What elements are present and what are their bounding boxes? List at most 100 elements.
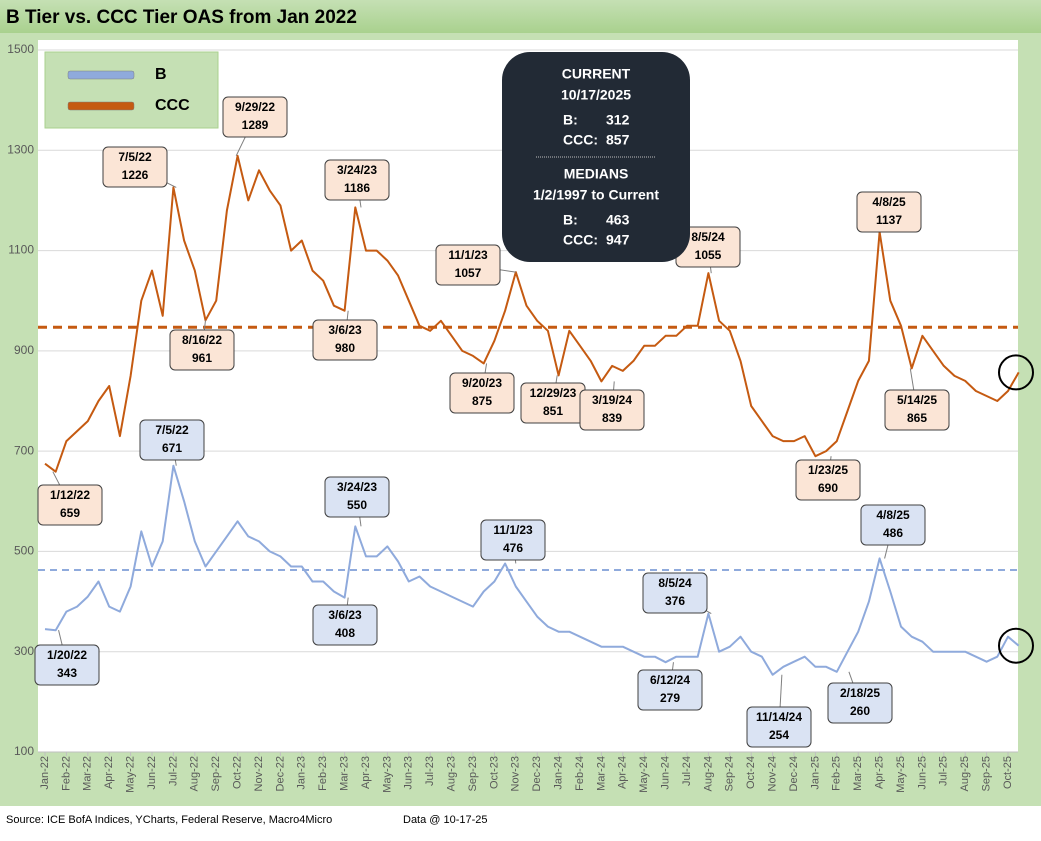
annotation-date: 9/20/23 xyxy=(462,376,502,390)
annotation-value: 1137 xyxy=(876,213,902,227)
info-text: CCC: xyxy=(563,232,598,248)
x-tick-label: Feb-22 xyxy=(60,756,72,791)
annotation-date: 3/6/23 xyxy=(328,608,362,622)
y-tick-label: 1100 xyxy=(8,243,34,257)
info-text: 463 xyxy=(606,212,630,228)
info-text: 947 xyxy=(606,232,630,248)
x-tick-label: Oct-25 xyxy=(1002,756,1014,789)
x-tick-label: Nov-23 xyxy=(510,756,522,791)
x-tick-label: Mar-23 xyxy=(339,756,351,791)
x-tick-label: Apr-24 xyxy=(617,756,629,789)
chart-title: B Tier vs. CCC Tier OAS from Jan 2022 xyxy=(6,7,357,28)
series-line xyxy=(44,154,1020,473)
annotation-date: 11/1/23 xyxy=(448,248,488,262)
x-tick-label: Dec-22 xyxy=(274,756,286,791)
title-bar xyxy=(0,0,1041,33)
info-text: 1/2/1997 to Current xyxy=(533,187,659,203)
annotation-value: 1289 xyxy=(242,118,269,132)
x-tick-label: Sep-22 xyxy=(210,756,222,791)
y-tick-label: 1500 xyxy=(7,42,34,56)
info-text: 10/17/2025 xyxy=(561,87,631,103)
x-tick-label: Nov-24 xyxy=(767,756,779,791)
x-tick-label: Jul-25 xyxy=(938,756,950,786)
x-tick-label: Feb-23 xyxy=(317,756,329,791)
x-tick-label: Jan-24 xyxy=(553,756,565,790)
source-note: Source: ICE BofA Indices, YCharts, Feder… xyxy=(6,814,332,826)
annotation-value: 550 xyxy=(347,498,367,512)
annotation-date: 7/5/22 xyxy=(118,150,152,164)
x-tick-label: May-25 xyxy=(895,756,907,793)
annotation-value: 1055 xyxy=(695,248,722,262)
annotation-box xyxy=(795,459,861,501)
legend-swatch xyxy=(67,70,135,80)
annotation-date: 6/12/24 xyxy=(650,673,690,687)
annotation-date: 11/14/24 xyxy=(756,710,802,724)
annotation-box xyxy=(884,389,950,431)
x-tick-label: Aug-24 xyxy=(702,756,714,791)
x-tick-label: Jul-23 xyxy=(424,756,436,786)
annotation-box xyxy=(827,682,893,724)
x-tick-label: May-23 xyxy=(381,756,393,793)
annotation-box xyxy=(312,319,378,361)
annotation-value: 865 xyxy=(907,411,927,425)
annotation-date: 1/12/22 xyxy=(50,488,90,502)
annotation-box xyxy=(637,669,703,711)
annotation-value: 839 xyxy=(602,411,622,425)
annotation-value: 690 xyxy=(818,481,838,495)
x-tick-label: Mar-22 xyxy=(82,756,94,791)
x-tick-label: Dec-23 xyxy=(531,756,543,791)
x-tick-label: Jun-24 xyxy=(660,756,672,790)
legend-label: B xyxy=(155,66,167,83)
x-tick-label: May-24 xyxy=(638,756,650,793)
info-text: CCC: xyxy=(563,132,598,148)
x-tick-label: Apr-25 xyxy=(874,756,886,789)
annotation-box xyxy=(746,706,812,748)
annotation-value: 279 xyxy=(660,691,680,705)
y-tick-label: 500 xyxy=(14,544,34,558)
x-tick-label: Aug-22 xyxy=(189,756,201,791)
annotation-date: 4/8/25 xyxy=(876,508,910,522)
annotation-value: 851 xyxy=(543,404,563,418)
annotation-value: 1057 xyxy=(455,266,482,280)
y-tick-label: 900 xyxy=(14,343,34,357)
annotation-box xyxy=(480,519,546,561)
annotation-box xyxy=(139,419,205,461)
footer-bar xyxy=(0,806,1041,836)
x-tick-label: Mar-24 xyxy=(595,756,607,791)
annotation-box xyxy=(102,146,168,188)
info-text: B: xyxy=(563,112,578,128)
x-tick-label: Aug-23 xyxy=(446,756,458,791)
annotation-value: 875 xyxy=(472,394,492,408)
x-tick-label: Feb-25 xyxy=(831,756,843,791)
annotation-value: 376 xyxy=(665,594,685,608)
y-tick-label: 1300 xyxy=(7,142,34,156)
annotation-value: 1186 xyxy=(344,181,370,195)
legend-box xyxy=(44,51,219,129)
x-tick-label: Nov-22 xyxy=(253,756,265,791)
info-text: CURRENT xyxy=(562,66,631,82)
x-tick-label: Sep-23 xyxy=(467,756,479,791)
x-tick-label: Apr-23 xyxy=(360,756,372,789)
legend-label: CCC xyxy=(155,97,190,114)
annotation-value: 486 xyxy=(883,526,903,540)
y-tick-label: 100 xyxy=(14,744,34,758)
x-tick-label: Aug-25 xyxy=(959,756,971,791)
annotation-date: 3/6/23 xyxy=(328,323,362,337)
x-tick-label: Oct-24 xyxy=(745,756,757,789)
annotation-date: 12/29/23 xyxy=(530,386,577,400)
current-marker xyxy=(998,627,1034,664)
annotation-value: 408 xyxy=(335,626,355,640)
annotation-value: 1226 xyxy=(122,168,149,182)
annotation-box xyxy=(169,329,235,371)
info-text: 857 xyxy=(606,132,630,148)
annotation-date: 11/1/23 xyxy=(493,523,533,537)
annotation-value: 659 xyxy=(60,506,80,520)
annotation-box xyxy=(435,244,501,286)
x-tick-label: Sep-24 xyxy=(724,756,736,791)
annotation-value: 476 xyxy=(503,541,523,555)
annotation-value: 980 xyxy=(335,341,355,355)
annotation-date: 3/24/23 xyxy=(337,163,377,177)
annotation-box xyxy=(312,604,378,646)
annotation-value: 961 xyxy=(192,351,212,365)
annotation-value: 671 xyxy=(162,441,182,455)
